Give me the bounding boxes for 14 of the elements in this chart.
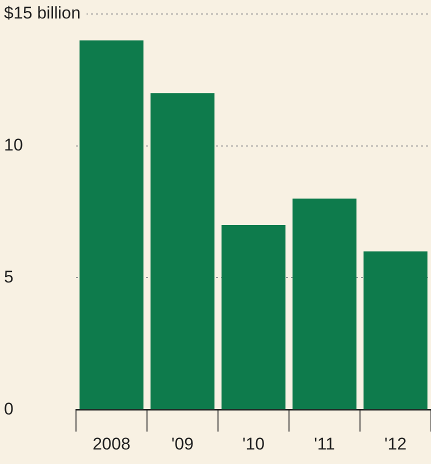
- x-tick-label: 2008: [92, 434, 130, 454]
- x-tick-label: '11: [314, 434, 335, 454]
- bar: [150, 93, 214, 410]
- y-tick-label: $15 billion: [4, 4, 81, 23]
- x-tick-label: '10: [242, 434, 265, 454]
- bar: [292, 198, 356, 410]
- x-tick-label: '09: [171, 434, 194, 454]
- y-tick-label: 10: [4, 136, 23, 155]
- y-tick-label: 5: [4, 267, 14, 286]
- bar: [364, 251, 428, 410]
- bar: [80, 40, 144, 410]
- y-tick-label: 0: [4, 399, 14, 418]
- x-tick-label: '12: [384, 434, 407, 454]
- bar: [222, 224, 286, 410]
